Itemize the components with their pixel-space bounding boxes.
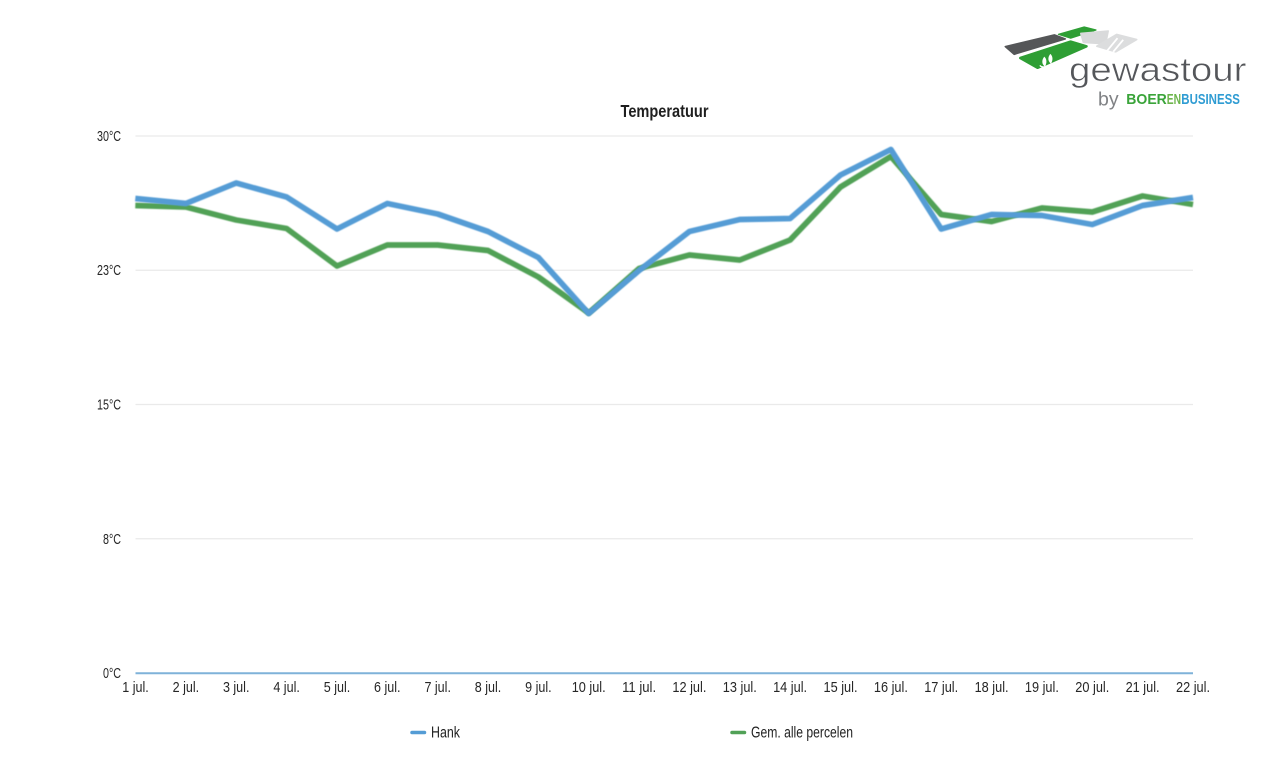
- svg-text:30°C: 30°C: [97, 129, 121, 145]
- svg-text:10 jul.: 10 jul.: [572, 680, 606, 696]
- svg-text:12 jul.: 12 jul.: [672, 680, 706, 696]
- svg-text:1 jul.: 1 jul.: [122, 680, 149, 696]
- svg-text:22 jul.: 22 jul.: [1176, 680, 1210, 696]
- svg-text:2 jul.: 2 jul.: [173, 680, 200, 696]
- svg-text:9 jul.: 9 jul.: [525, 680, 552, 696]
- svg-text:15 jul.: 15 jul.: [824, 680, 858, 696]
- svg-text:BUSINESS: BUSINESS: [1181, 91, 1240, 108]
- svg-text:5 jul.: 5 jul.: [324, 680, 351, 696]
- svg-text:Hank: Hank: [431, 725, 460, 742]
- svg-text:13 jul.: 13 jul.: [723, 680, 757, 696]
- svg-text:gewastour: gewastour: [1069, 51, 1247, 88]
- svg-text:18 jul.: 18 jul.: [975, 680, 1009, 696]
- svg-text:20 jul.: 20 jul.: [1075, 680, 1109, 696]
- svg-text:23°C: 23°C: [97, 263, 121, 279]
- svg-text:16 jul.: 16 jul.: [874, 680, 908, 696]
- svg-text:BOER: BOER: [1126, 91, 1167, 108]
- svg-text:Temperatuur: Temperatuur: [621, 101, 709, 121]
- svg-text:21 jul.: 21 jul.: [1126, 680, 1160, 696]
- svg-text:3 jul.: 3 jul.: [223, 680, 250, 696]
- svg-text:EN: EN: [1167, 91, 1181, 108]
- svg-text:7 jul.: 7 jul.: [424, 680, 451, 696]
- svg-text:by: by: [1098, 88, 1119, 110]
- svg-text:0°C: 0°C: [103, 666, 121, 682]
- svg-text:gewastour: gewastour: [1069, 51, 1247, 88]
- svg-text:17 jul.: 17 jul.: [924, 680, 958, 696]
- svg-text:15°C: 15°C: [97, 398, 121, 414]
- svg-text:6 jul.: 6 jul.: [374, 680, 401, 696]
- svg-text:19 jul.: 19 jul.: [1025, 680, 1059, 696]
- svg-text:Gem. alle percelen: Gem. alle percelen: [751, 725, 853, 742]
- svg-text:14 jul.: 14 jul.: [773, 680, 807, 696]
- svg-text:11 jul.: 11 jul.: [622, 680, 656, 696]
- svg-text:4 jul.: 4 jul.: [273, 680, 300, 696]
- svg-text:8°C: 8°C: [103, 532, 121, 548]
- svg-text:8 jul.: 8 jul.: [475, 680, 502, 696]
